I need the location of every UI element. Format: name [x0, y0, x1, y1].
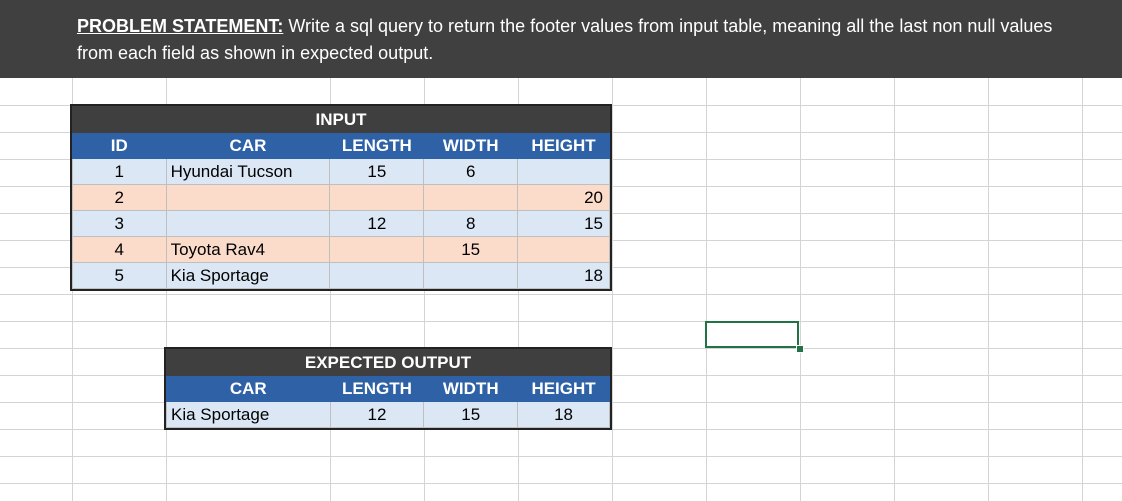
cell-height[interactable]: 20	[517, 184, 610, 211]
input-header-row: ID CAR LENGTH WIDTH HEIGHT	[72, 132, 610, 159]
cell-id[interactable]: 4	[72, 236, 167, 263]
header-height[interactable]: HEIGHT	[517, 132, 610, 159]
table-row: 4 Toyota Rav4 15	[72, 236, 610, 263]
cell-width[interactable]	[423, 262, 519, 289]
cell-width[interactable]: 15	[423, 401, 519, 428]
cell-length[interactable]	[329, 236, 425, 263]
fill-handle[interactable]	[796, 345, 804, 353]
table-row: 3 12 8 15	[72, 210, 610, 237]
header-width[interactable]: WIDTH	[423, 132, 519, 159]
cell-length[interactable]: 12	[329, 210, 425, 237]
cell-car[interactable]	[165, 184, 331, 211]
cell-id[interactable]: 5	[72, 262, 167, 289]
cell-car[interactable]: Kia Sportage	[166, 401, 331, 428]
table-row: Kia Sportage 12 15 18	[166, 401, 610, 428]
header-car[interactable]: CAR	[165, 132, 331, 159]
output-table: EXPECTED OUTPUT CAR LENGTH WIDTH HEIGHT …	[164, 347, 612, 430]
cell-width[interactable]: 6	[423, 158, 519, 185]
header-length[interactable]: LENGTH	[329, 132, 425, 159]
cell-height[interactable]: 15	[517, 210, 610, 237]
cell-width[interactable]: 8	[423, 210, 519, 237]
cell-car[interactable]: Toyota Rav4	[165, 236, 331, 263]
cell-id[interactable]: 2	[72, 184, 167, 211]
problem-text: Write a sql query to return the footer v…	[77, 16, 1053, 63]
cell-length[interactable]: 15	[329, 158, 425, 185]
header-length[interactable]: LENGTH	[329, 375, 425, 402]
header-height[interactable]: HEIGHT	[517, 375, 610, 402]
cell-length[interactable]: 12	[329, 401, 425, 428]
cell-height[interactable]	[517, 158, 610, 185]
output-header-row: CAR LENGTH WIDTH HEIGHT	[166, 375, 610, 402]
table-row: 1 Hyundai Tucson 15 6	[72, 158, 610, 185]
header-car[interactable]: CAR	[166, 375, 331, 402]
header-id[interactable]: ID	[72, 132, 167, 159]
cell-height[interactable]: 18	[517, 262, 610, 289]
cell-width[interactable]	[423, 184, 519, 211]
output-title-row: EXPECTED OUTPUT	[166, 349, 610, 376]
cell-id[interactable]: 1	[72, 158, 167, 185]
input-table: INPUT ID CAR LENGTH WIDTH HEIGHT 1 Hyund…	[70, 104, 612, 291]
problem-banner: PROBLEM STATEMENT: Write a sql query to …	[0, 0, 1122, 78]
problem-statement: PROBLEM STATEMENT: Write a sql query to …	[77, 13, 1077, 67]
table-row: 2 20	[72, 184, 610, 211]
cell-car[interactable]	[165, 210, 331, 237]
active-cell-selection[interactable]	[705, 321, 799, 348]
cell-width[interactable]: 15	[423, 236, 519, 263]
header-width[interactable]: WIDTH	[423, 375, 519, 402]
output-title[interactable]: EXPECTED OUTPUT	[166, 349, 610, 376]
cell-id[interactable]: 3	[72, 210, 167, 237]
input-title-row: INPUT	[72, 106, 610, 133]
cell-car[interactable]: Hyundai Tucson	[165, 158, 331, 185]
cell-length[interactable]	[329, 184, 425, 211]
cell-height[interactable]: 18	[517, 401, 610, 428]
cell-height[interactable]	[517, 236, 610, 263]
cell-length[interactable]	[329, 262, 425, 289]
table-row: 5 Kia Sportage 18	[72, 262, 610, 289]
input-title[interactable]: INPUT	[72, 106, 610, 133]
problem-label: PROBLEM STATEMENT:	[77, 16, 284, 36]
cell-car[interactable]: Kia Sportage	[165, 262, 331, 289]
